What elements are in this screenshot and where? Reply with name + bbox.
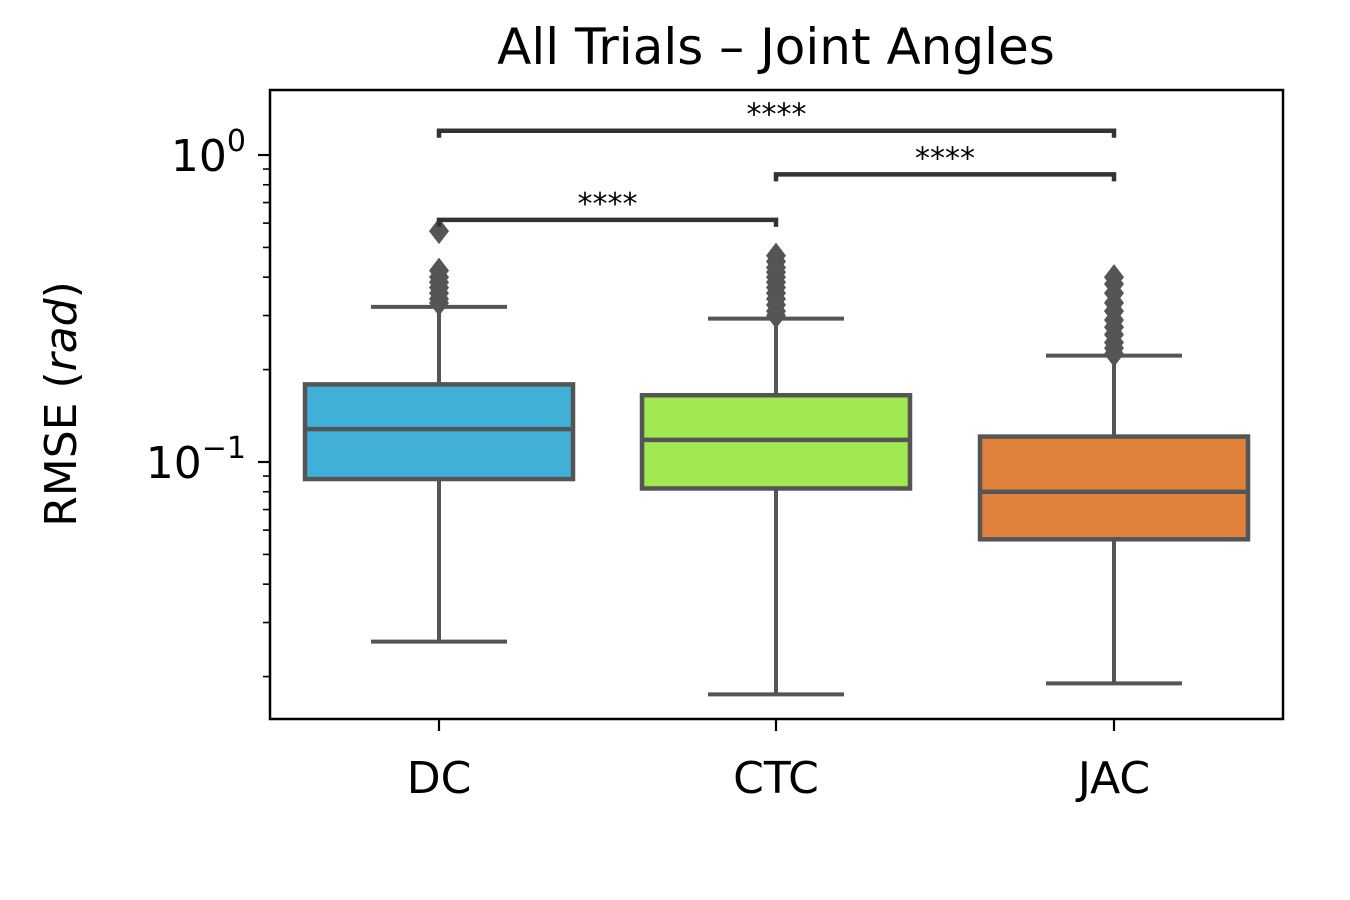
significance-bracket bbox=[436, 128, 1117, 138]
iqr-box bbox=[302, 382, 576, 482]
box-jac bbox=[977, 264, 1251, 686]
significance-label: **** bbox=[578, 187, 638, 222]
significance-bracket bbox=[773, 172, 1117, 182]
x-tick-label: CTC bbox=[733, 753, 819, 804]
y-tick-label: 100 bbox=[171, 124, 246, 182]
box-dc bbox=[302, 218, 576, 644]
significance-label: **** bbox=[915, 141, 975, 176]
y-axis-label-close: ) bbox=[36, 281, 87, 298]
significance-label: **** bbox=[747, 98, 807, 133]
outlier-point bbox=[1104, 264, 1124, 291]
y-axis-label-text: RMSE ( bbox=[36, 371, 87, 526]
y-tick-label-base: 10 bbox=[171, 131, 227, 182]
y-axis-label-unit: rad bbox=[36, 297, 87, 371]
y-tick-label-exponent: 0 bbox=[227, 124, 246, 159]
x-tick-label: JAC bbox=[1075, 753, 1150, 804]
y-tick-label-base: 10 bbox=[146, 438, 202, 489]
axes-frame bbox=[268, 88, 1285, 721]
outlier-point bbox=[429, 257, 449, 284]
box-ctc bbox=[639, 242, 913, 697]
significance-bracket bbox=[436, 217, 779, 227]
x-tick-label: DC bbox=[407, 753, 472, 804]
y-tick-label: 10−1 bbox=[146, 431, 246, 489]
y-axis-label: RMSE (rad) bbox=[36, 281, 87, 527]
chart-title: All Trials – Joint Angles bbox=[497, 18, 1055, 76]
y-tick-label-exponent: −1 bbox=[202, 431, 246, 466]
outlier-point bbox=[429, 218, 449, 245]
iqr-box bbox=[977, 434, 1251, 542]
outlier-point bbox=[766, 242, 786, 269]
